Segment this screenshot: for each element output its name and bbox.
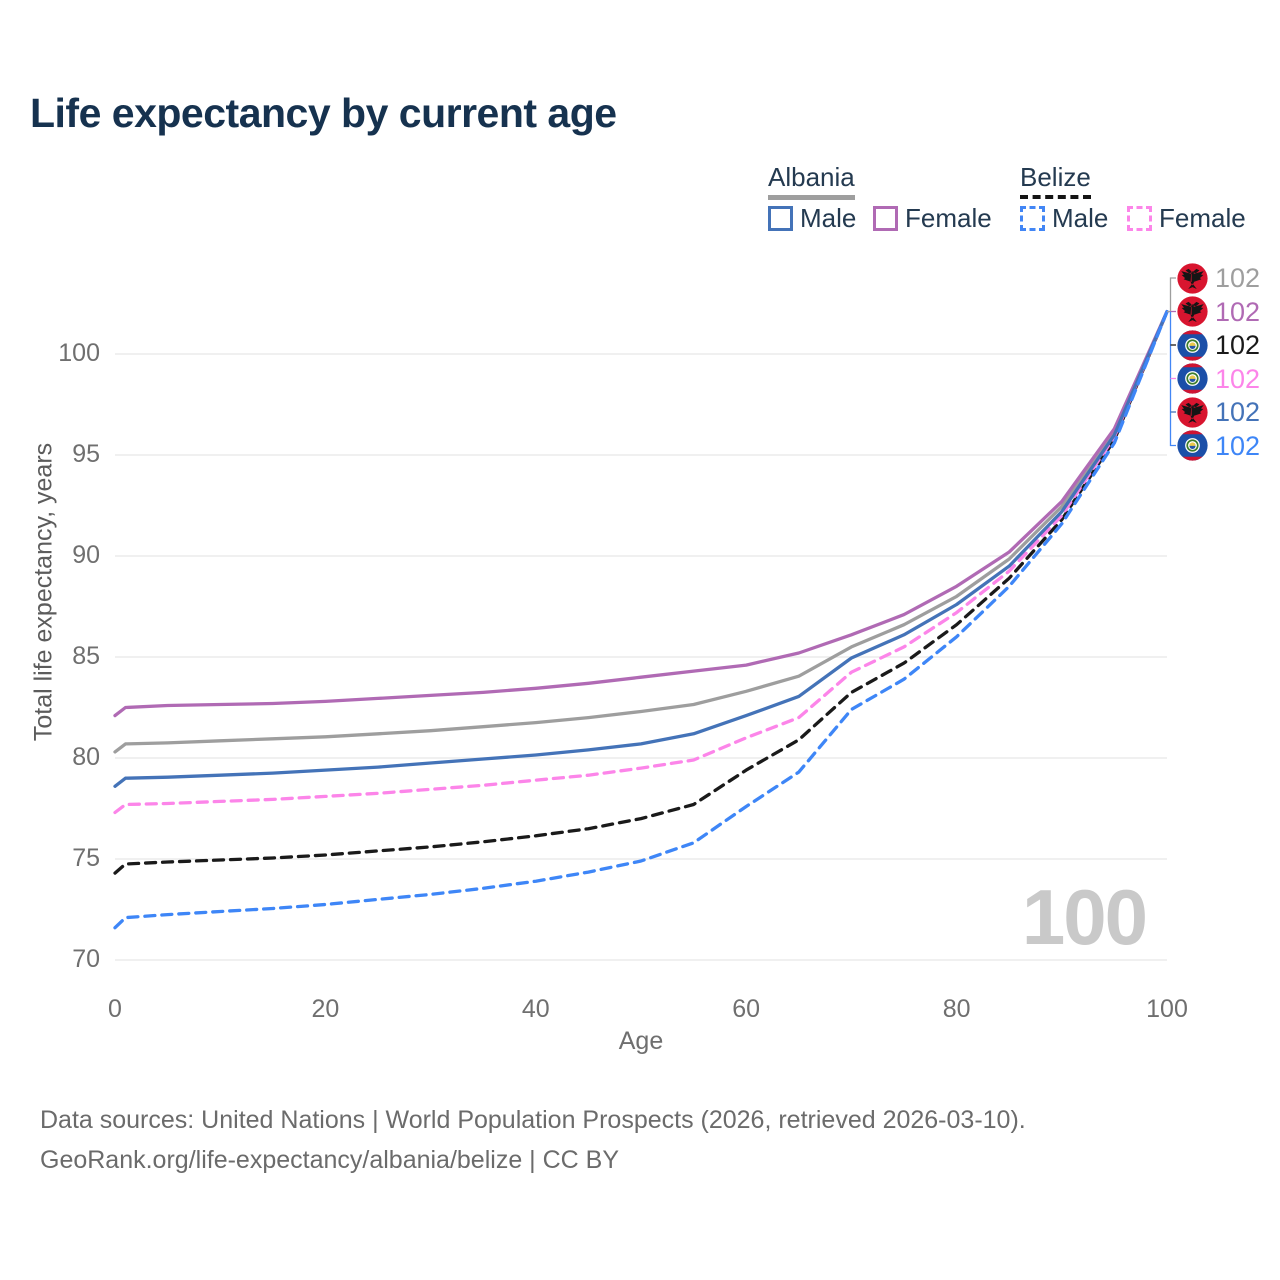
series-line-albania-male	[113, 309, 1169, 788]
series-line-belize-both	[113, 309, 1169, 875]
end-value-belize-female: 102	[1215, 363, 1261, 394]
belize-flag-icon	[1177, 430, 1208, 461]
x-tick-label: 80	[942, 995, 971, 1023]
legend-item-albania-female[interactable]: Female	[873, 203, 992, 234]
belize-flag-icon	[1177, 329, 1208, 361]
series-line-belize-male	[113, 309, 1169, 930]
y-tick-label: 70	[72, 945, 100, 973]
y-tick-label: 85	[72, 642, 100, 670]
end-label-belize-male: 102	[1177, 430, 1260, 462]
legend-label: Male	[800, 203, 857, 233]
y-axis-title: Total life expectancy, years	[29, 442, 58, 742]
leader-line-belize-male	[1169, 311, 1176, 447]
x-tick-label: 60	[732, 995, 761, 1023]
end-label-albania-both: 102	[1177, 262, 1260, 294]
albania-flag-icon	[1177, 296, 1208, 327]
end-value-belize-both: 102	[1215, 330, 1261, 360]
legend-label: Female	[905, 203, 992, 233]
y-tick-label: 90	[72, 541, 100, 569]
y-tick-label: 100	[58, 339, 100, 367]
belize-flag-icon	[1177, 363, 1208, 394]
legend-swatch-albania-female-icon[interactable]	[873, 206, 898, 231]
end-label-belize-both: 102	[1177, 329, 1260, 361]
series-line-albania-female	[113, 309, 1169, 718]
x-tick-label: 20	[311, 995, 340, 1023]
legend-swatch-albania-male-icon[interactable]	[768, 206, 793, 231]
x-tick-label: 100	[1146, 995, 1188, 1023]
legend-label: Female	[1159, 203, 1246, 233]
end-label-albania-male: 102	[1177, 396, 1260, 428]
leader-line-albania-both	[1167, 277, 1176, 313]
end-value-albania-female: 102	[1215, 296, 1261, 327]
y-tick-label: 80	[72, 743, 100, 771]
age-watermark: 100	[1021, 873, 1148, 961]
x-axis-title: Age	[618, 1027, 664, 1055]
page-title: Life expectancy by current age	[30, 90, 617, 136]
albania-flag-icon	[1177, 262, 1208, 294]
legend-item-belize-male[interactable]: Male	[1020, 203, 1108, 234]
series-line-belize-female	[113, 309, 1169, 815]
legend-item-belize-female[interactable]: Female	[1127, 203, 1246, 234]
end-value-albania-both: 102	[1215, 263, 1261, 293]
x-tick-label: 40	[521, 995, 550, 1023]
end-label-albania-female: 102	[1177, 296, 1260, 328]
data-sources-note: Data sources: United Nations | World Pop…	[40, 1106, 1026, 1134]
x-tick-label: 0	[108, 995, 122, 1023]
legend-swatch-belize-male-icon[interactable]	[1020, 206, 1045, 231]
legend-swatch-belize-female-icon[interactable]	[1127, 206, 1152, 231]
legend-item-albania-male[interactable]: Male	[768, 203, 856, 234]
legend-label: Male	[1052, 203, 1109, 233]
attribution-link[interactable]: GeoRank.org/life-expectancy/albania/beli…	[40, 1146, 620, 1174]
legend-group-belize: Belize	[1020, 162, 1091, 199]
series-line-albania-both	[113, 309, 1169, 754]
end-value-belize-male: 102	[1215, 430, 1261, 461]
y-tick-label: 75	[72, 844, 100, 872]
y-tick-label: 95	[72, 440, 100, 468]
albania-flag-icon	[1177, 396, 1208, 428]
legend-group-albania: Albania	[768, 162, 855, 200]
end-value-albania-male: 102	[1215, 397, 1261, 427]
end-label-belize-female: 102	[1177, 363, 1260, 395]
